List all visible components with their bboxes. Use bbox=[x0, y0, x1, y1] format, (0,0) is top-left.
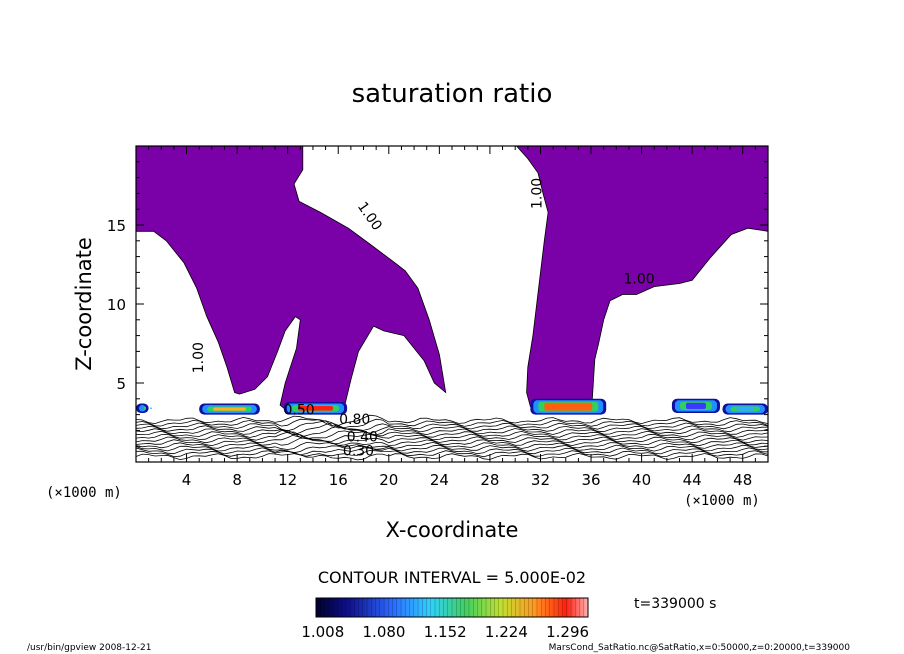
x-axis-label: X-coordinate bbox=[386, 518, 519, 542]
contour-line-0.8 bbox=[136, 422, 768, 436]
plot-area: 1.00 1.00 1.00 1.00 0.30 0.80 0.40 0.50 bbox=[136, 146, 768, 461]
contour-label-0: 1.00 bbox=[354, 199, 385, 234]
x-tick-label: 44 bbox=[683, 471, 702, 489]
y-tick-label: 10 bbox=[107, 296, 126, 314]
contour-line-0.55 bbox=[136, 437, 768, 447]
contour-line-0.7 bbox=[136, 429, 768, 440]
contour-label-6: 0.40 bbox=[347, 430, 378, 446]
contour-line-0.4 bbox=[136, 447, 768, 456]
x-tick-label: 40 bbox=[632, 471, 651, 489]
contour-line-0.9 bbox=[136, 418, 768, 429]
contour-label-7: 0.50 bbox=[284, 403, 315, 419]
cloud-patch-2 bbox=[530, 398, 607, 415]
cloud-patch-0 bbox=[199, 403, 260, 415]
contour-interval: CONTOUR INTERVAL = 5.000E-02 bbox=[318, 568, 586, 587]
cloud-patch-3 bbox=[671, 398, 720, 414]
x-tick-label: 12 bbox=[278, 471, 297, 489]
contour-line-0.35 bbox=[136, 449, 768, 458]
colorbar-stripes bbox=[320, 598, 584, 617]
contour-label-2: 1.00 bbox=[624, 272, 655, 288]
cloud-patch-4 bbox=[722, 403, 768, 415]
plume-left bbox=[136, 146, 447, 412]
x-tick-label: 4 bbox=[182, 471, 192, 489]
cloud-patch-5 bbox=[136, 403, 152, 414]
cloud-base-patches bbox=[136, 398, 768, 415]
colorbar-tick-label: 1.224 bbox=[485, 623, 528, 641]
contour-line-0.95 bbox=[136, 414, 768, 427]
y-axis-ticks: 5 10 15 bbox=[107, 145, 768, 463]
contour-line-0.45 bbox=[136, 444, 768, 454]
x-axis-ticks: 4 8 12 16 20 24 28 32 36 40 44 48 bbox=[135, 146, 769, 489]
x-tick-label: 16 bbox=[329, 471, 348, 489]
x-tick-label: 36 bbox=[581, 471, 600, 489]
x-tick-label: 20 bbox=[379, 471, 398, 489]
contour-label-3: 1.00 bbox=[191, 342, 207, 373]
x-tick-label: 32 bbox=[531, 471, 550, 489]
contour-line-0.85 bbox=[136, 420, 768, 432]
chart-title: saturation ratio bbox=[352, 79, 553, 109]
time-label: t=339000 s bbox=[634, 596, 716, 612]
colorbar-tick-label: 1.080 bbox=[363, 623, 406, 641]
y-tick-label: 15 bbox=[107, 217, 126, 235]
contour-line-0.65 bbox=[136, 431, 768, 442]
x-tick-label: 48 bbox=[733, 471, 752, 489]
contour-line-0.75 bbox=[136, 425, 768, 438]
subsaturated-contours bbox=[136, 414, 768, 461]
contour-line-0.3 bbox=[136, 452, 768, 461]
footer-right: MarsCond_SatRatio.nc@SatRatio,x=0:50000,… bbox=[549, 643, 851, 653]
contour-label-4: 0.30 bbox=[343, 444, 374, 460]
colorbar-tick-label: 1.008 bbox=[301, 623, 344, 641]
x-unit-left: (×1000 m) bbox=[46, 485, 122, 501]
y-tick-label: 5 bbox=[116, 375, 126, 393]
x-tick-label: 8 bbox=[232, 471, 242, 489]
y-axis-label: Z-coordinate bbox=[72, 237, 96, 371]
x-tick-label: 24 bbox=[430, 471, 449, 489]
contour-line-0.5 bbox=[136, 441, 768, 450]
contour-line-0.6 bbox=[136, 434, 768, 445]
colorbar-tick-label: 1.152 bbox=[424, 623, 467, 641]
contour-label-1: 1.00 bbox=[530, 178, 546, 209]
supersaturated-regions bbox=[136, 146, 768, 412]
x-unit-right: (×1000 m) bbox=[684, 493, 760, 509]
x-tick-label: 28 bbox=[480, 471, 499, 489]
colorbar-ticks: 1.008 1.080 1.152 1.224 1.296 bbox=[301, 623, 589, 641]
colorbar-tick-label: 1.296 bbox=[546, 623, 589, 641]
cloud-patch-1 bbox=[283, 401, 348, 415]
contour-label-5: 0.80 bbox=[339, 412, 370, 428]
footer-left: /usr/bin/gpview 2008-12-21 bbox=[27, 643, 151, 653]
